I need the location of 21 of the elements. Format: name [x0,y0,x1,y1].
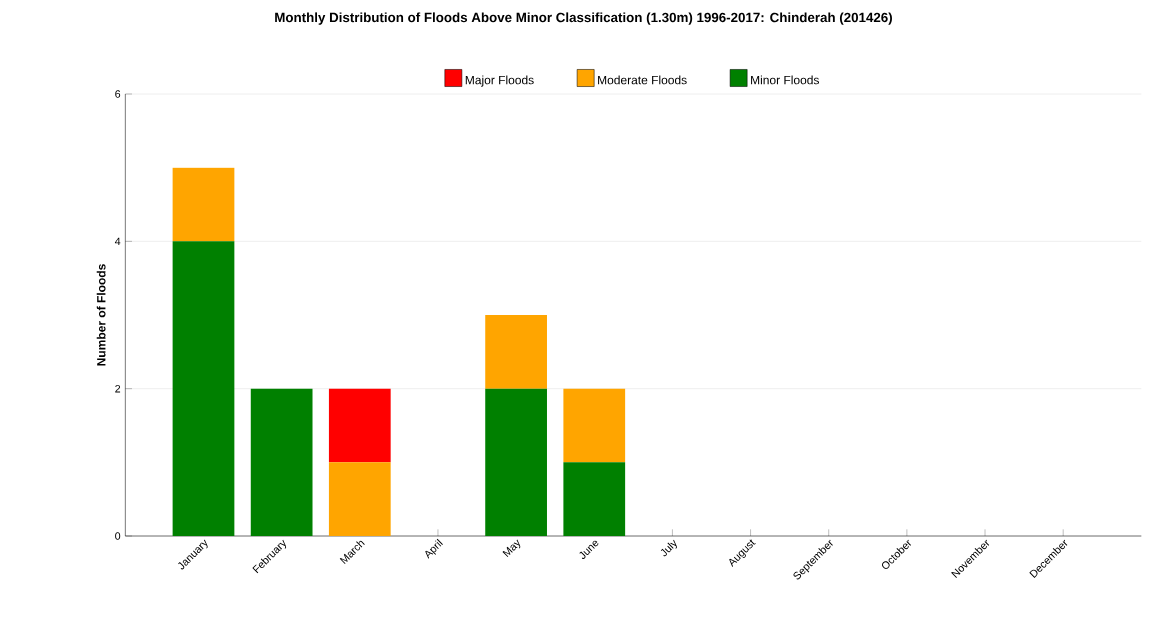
y-tick-label: 6 [115,90,121,98]
x-tick-label: June [579,540,599,559]
bar [485,315,547,389]
bar [563,388,626,463]
bar [172,167,235,242]
bar [172,241,235,536]
bar [485,388,547,536]
legend-label: Moderate Floods [598,75,687,85]
legend-label: Minor Floods [751,75,819,85]
bar [250,388,313,536]
bar [328,388,391,463]
y-axis-title: Number of Floods [96,264,106,366]
x-tick-label: July [660,539,677,557]
y-tick-label: 2 [115,384,121,393]
x-tick-label: May [502,539,521,558]
y-tick-label: 4 [114,237,121,246]
bar [328,462,391,536]
legend-label: Major Floods [465,75,534,87]
chart-title: Monthly Distribution of Floods Above Minor Classification (1.30m) 1996-2017: Chinderah (201426) [275,12,892,25]
bar [563,462,626,536]
y-tick-label: 0 [115,532,121,540]
